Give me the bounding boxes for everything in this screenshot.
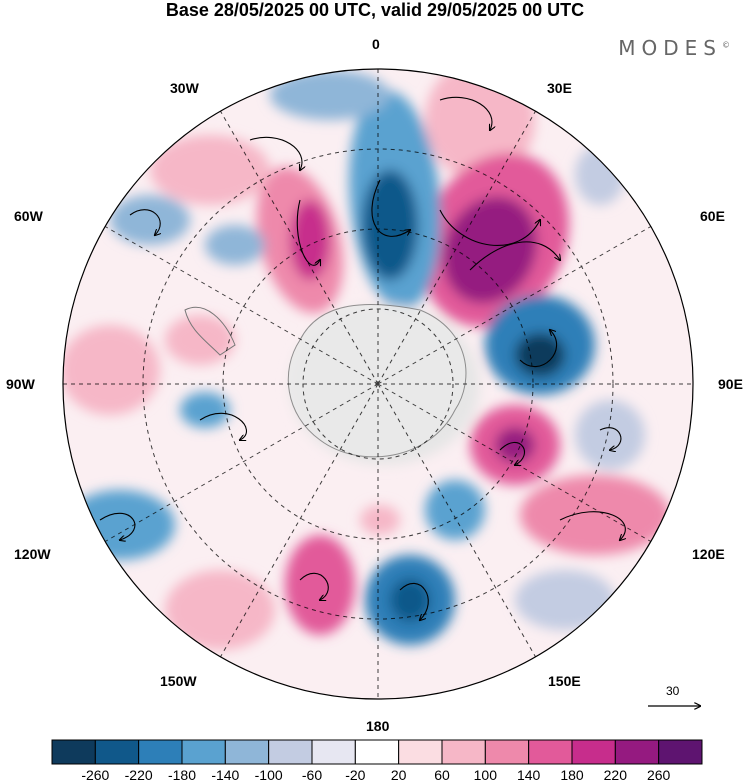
colorbar-tick-label: 100 [473, 767, 498, 783]
colorbar-tick-label: -180 [167, 767, 197, 783]
colorbar-swatch [354, 739, 400, 765]
colorbar-tick-label: -60 [301, 767, 323, 783]
colorbar-swatch [268, 739, 313, 765]
colorbar-tick-label: 20 [390, 767, 407, 783]
colorbar-swatch [181, 739, 226, 765]
colorbar-swatch [571, 739, 616, 765]
lon-label-60e: 60E [700, 208, 725, 224]
modes-logo: MODES© [618, 36, 730, 60]
anomaly-field [63, 69, 693, 699]
reference-vector-label: 30 [666, 684, 680, 698]
colorbar-tick-label: -20 [345, 767, 366, 783]
colorbar-tick-label: -140 [211, 767, 240, 783]
lon-label-150e: 150E [548, 673, 581, 689]
lon-label-60w: 60W [14, 208, 43, 224]
lon-label-90e: 90E [718, 376, 743, 392]
colorbar-tick-label: 180 [560, 767, 584, 783]
lon-label-180: 180 [366, 718, 390, 734]
colorbar-tick-label: 60 [434, 767, 450, 783]
colorbar-tick-label: -100 [254, 767, 283, 783]
colorbar-swatch [51, 739, 96, 765]
colorbar-swatch [441, 739, 486, 765]
colorbar-swatch [138, 739, 183, 765]
colorbar-swatch [94, 739, 140, 765]
colorbar-swatch [224, 739, 270, 765]
lon-label-30e: 30E [547, 80, 572, 96]
colorbar [51, 739, 703, 765]
colorbar-tick-label: 220 [603, 767, 628, 783]
lon-label-0: 0 [372, 36, 380, 52]
map-title: Base 28/05/2025 00 UTC, valid 29/05/2025… [165, 0, 585, 20]
lon-label-30w: 30W [170, 80, 199, 96]
colorbar-tick-label: -220 [124, 767, 153, 783]
lon-label-90w: 90W [6, 376, 35, 392]
colorbar-swatch [484, 739, 530, 765]
colorbar-tick-label: 140 [516, 767, 541, 783]
colorbar-swatch [398, 739, 443, 765]
colorbar-swatch [614, 739, 660, 765]
colorbar-tick-label: 260 [646, 767, 671, 783]
colorbar-swatch [528, 739, 573, 765]
colorbar-tick-label: -260 [81, 767, 110, 783]
brand-name: MODES [618, 36, 722, 60]
lon-label-120w: 120W [14, 546, 51, 562]
lon-label-150w: 150W [160, 673, 197, 689]
lon-label-120e: 120E [692, 546, 725, 562]
brand-mark: © [722, 40, 730, 50]
colorbar-swatch [311, 739, 356, 765]
map-boundary [62, 68, 694, 700]
colorbar-swatch [658, 739, 703, 765]
